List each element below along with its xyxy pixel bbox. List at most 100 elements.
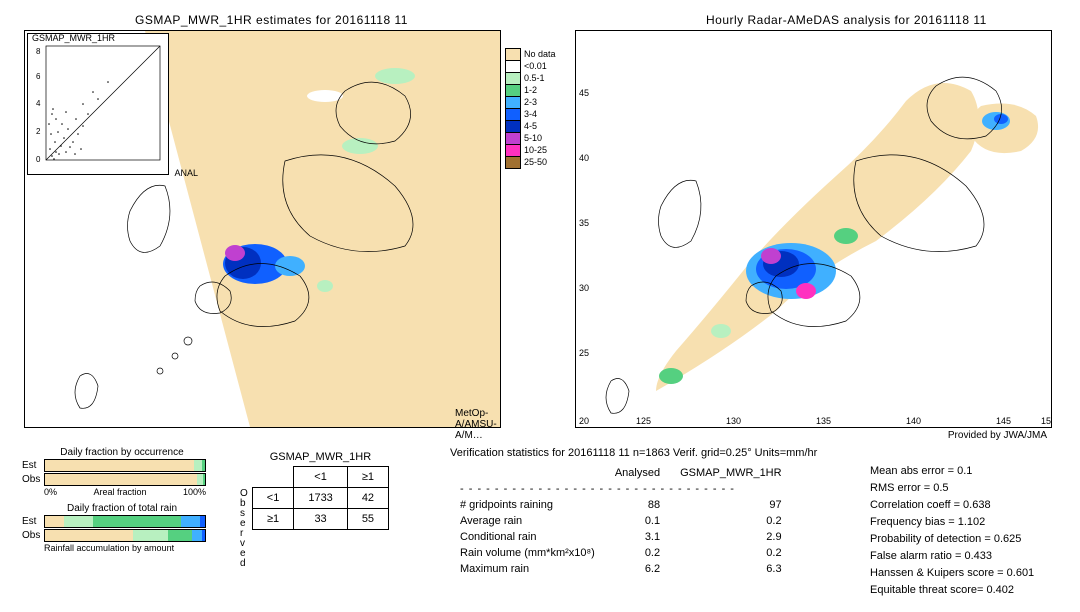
metric-line: Hanssen & Kuipers score = 0.601 xyxy=(870,565,1034,582)
ct-row0: <1 xyxy=(252,488,294,509)
fraction-bar xyxy=(44,529,206,542)
verif-row-a: 3.1 xyxy=(605,529,670,545)
metric-line: RMS error = 0.5 xyxy=(870,480,1034,497)
verif-row: Rain volume (mm*km²x10⁸)0.20.2 xyxy=(450,545,792,561)
fraction-bar-segment xyxy=(168,530,192,541)
fraction-bar-row: Est xyxy=(22,515,222,528)
svg-text:35: 35 xyxy=(579,218,589,228)
legend-row: 2-3 xyxy=(505,96,560,108)
fraction-bar-segment xyxy=(203,474,205,485)
fraction-bar-segment xyxy=(202,530,205,541)
verif-row-b: 0.2 xyxy=(670,545,791,561)
fraction-bar-segment xyxy=(181,516,200,527)
legend-row: 4-5 xyxy=(505,120,560,132)
observed-side-label: Observed xyxy=(240,489,248,569)
metric-line: Correlation coeff = 0.638 xyxy=(870,497,1034,514)
fraction-bar-segment xyxy=(64,516,93,527)
right-map-svg: 253035 4045 125130135 14014515 20 xyxy=(576,31,1051,427)
verif-row-name: Maximum rain xyxy=(450,561,605,577)
legend-row: <0.01 xyxy=(505,60,560,72)
svg-text:30: 30 xyxy=(579,283,589,293)
fraction-bar-segment xyxy=(93,516,181,527)
contingency-title: GSMAP_MWR_1HR xyxy=(252,451,389,463)
legend-label: 25-50 xyxy=(524,157,547,167)
legend-label: 1-2 xyxy=(524,85,537,95)
fraction-bar-segment xyxy=(45,474,197,485)
legend-row: 3-4 xyxy=(505,108,560,120)
ct-col1: ≥1 xyxy=(347,467,388,488)
bottom-section: Daily fraction by occurrence EstObs 0% A… xyxy=(0,445,1080,610)
verif-row-a: 88 xyxy=(605,497,670,513)
legend-label: 4-5 xyxy=(524,121,537,131)
verif-title: Verification statistics for 20161118 11 … xyxy=(450,447,817,459)
legend-label: 3-4 xyxy=(524,109,537,119)
fraction-bar-row: Obs xyxy=(22,529,222,542)
contingency-table: <1 ≥1 <1 1733 42 ≥1 33 55 xyxy=(252,466,389,530)
metric-line: False alarm ratio = 0.433 xyxy=(870,548,1034,565)
ct-col0: <1 xyxy=(294,467,347,488)
fraction-bar xyxy=(44,515,206,528)
fraction-bar-segment xyxy=(194,460,202,471)
fraction-bar-segment xyxy=(45,530,133,541)
fraction-bar-segment xyxy=(200,516,205,527)
legend-label: 0.5-1 xyxy=(524,73,545,83)
svg-text:40: 40 xyxy=(579,153,589,163)
ct-row1: ≥1 xyxy=(252,509,294,530)
verif-col1: GSMAP_MWR_1HR xyxy=(670,465,791,481)
svg-text:145: 145 xyxy=(996,416,1011,426)
fraction-bar-segment xyxy=(45,516,64,527)
metric-line: Equitable threat score= 0.402 xyxy=(870,582,1034,599)
verif-row-b: 2.9 xyxy=(670,529,791,545)
legend-label: 2-3 xyxy=(524,97,537,107)
legend-row: 25-50 xyxy=(505,156,560,168)
svg-text:15: 15 xyxy=(1041,416,1051,426)
legend-label: 10-25 xyxy=(524,145,547,155)
verif-row-name: Rain volume (mm*km²x10⁸) xyxy=(450,545,605,561)
fraction-bar xyxy=(44,473,206,486)
fraction-bar-label: Est xyxy=(22,460,44,471)
ct-10: 33 xyxy=(294,509,347,530)
ct-01: 42 xyxy=(347,488,388,509)
inset-anal-label: ANAL xyxy=(174,168,198,178)
metric-line: Probability of detection = 0.625 xyxy=(870,531,1034,548)
left-map-panel: GSMAP_MWR_1HR estimates for 20161118 11 … xyxy=(24,30,501,428)
legend-swatch xyxy=(505,156,521,169)
svg-text:2: 2 xyxy=(36,127,41,136)
legend-row: No data xyxy=(505,48,560,60)
verif-col0: Analysed xyxy=(605,465,670,481)
fraction-bar-segment xyxy=(45,460,194,471)
svg-text:135: 135 xyxy=(816,416,831,426)
verif-row-a: 0.1 xyxy=(605,513,670,529)
verif-row-a: 6.2 xyxy=(605,561,670,577)
verif-table: Analysed GSMAP_MWR_1HR - - - - - - - - -… xyxy=(450,465,792,577)
legend-row: 1-2 xyxy=(505,84,560,96)
verif-row-name: Conditional rain xyxy=(450,529,605,545)
total-rain-title: Daily fraction of total rain xyxy=(22,503,222,514)
legend-label: No data xyxy=(524,49,556,59)
right-map-footer: Provided by JWA/JMA xyxy=(948,430,1047,441)
metrics-block: Mean abs error = 0.1RMS error = 0.5Corre… xyxy=(870,463,1034,599)
verif-row: # gridpoints raining8897 xyxy=(450,497,792,513)
verif-dash: - - - - - - - - - - - - - - - - - - - - … xyxy=(450,481,792,497)
svg-text:4: 4 xyxy=(36,99,41,108)
inset-title: GSMAP_MWR_1HR xyxy=(32,33,115,43)
verif-row-name: # gridpoints raining xyxy=(450,497,605,513)
left-map-footer: MetOp-A/AMSU-A/M… xyxy=(455,408,500,441)
legend-row: 10-25 xyxy=(505,144,560,156)
fraction-bar-segment xyxy=(202,460,205,471)
contingency-block: Observed GSMAP_MWR_1HR <1 ≥1 <1 1733 42 … xyxy=(240,451,389,569)
svg-text:6: 6 xyxy=(36,72,41,81)
verif-row-b: 0.2 xyxy=(670,513,791,529)
verif-row-name: Average rain xyxy=(450,513,605,529)
fraction-bar-label: Obs xyxy=(22,530,44,541)
svg-text:140: 140 xyxy=(906,416,921,426)
fraction-bar-row: Est xyxy=(22,459,222,472)
svg-text:125: 125 xyxy=(636,416,651,426)
ct-11: 55 xyxy=(347,509,388,530)
color-legend: No data<0.010.5-1 1-2 2-3 3-4 4-55-1010-25 25… xyxy=(505,48,560,168)
ct-00: 1733 xyxy=(294,488,347,509)
metric-line: Mean abs error = 0.1 xyxy=(870,463,1034,480)
svg-text:8: 8 xyxy=(36,47,41,56)
legend-row: 5-10 xyxy=(505,132,560,144)
scatter-inset: GSMAP_MWR_1HR 02468 ANAL xyxy=(27,33,169,175)
